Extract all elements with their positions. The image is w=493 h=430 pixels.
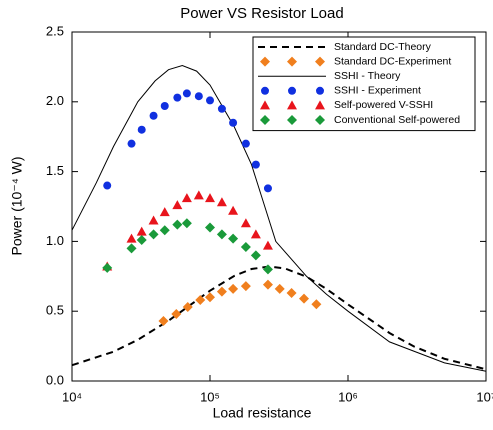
data-point [262,264,273,275]
x-tick-label: 10⁷ [476,389,493,404]
data-point [126,243,137,254]
data-point [148,229,159,240]
data-point [137,125,146,134]
legend-label: Standard DC-Experiment [334,55,451,67]
data-point [286,288,297,299]
legend-marker [316,86,324,95]
data-point [240,281,251,292]
legend-label: Standard DC-Theory [334,41,432,53]
data-point [102,262,113,273]
legend-marker [261,86,269,95]
data-point [103,181,112,190]
data-point [206,96,214,105]
data-point [127,139,136,148]
data-point [228,283,239,294]
legend-marker [288,86,296,95]
data-point [240,241,251,252]
data-point [182,89,191,98]
x-tick-label: 10⁵ [200,389,220,404]
data-point [182,302,193,313]
data-point [205,193,215,203]
data-point [205,222,215,233]
data-point [311,299,322,310]
plot-frame [71,31,487,382]
legend-marker [260,115,270,125]
data-point [136,235,147,246]
x-tick-label: 10⁶ [338,389,358,404]
data-point [229,118,238,127]
series-line [71,265,487,371]
legend-marker [260,56,270,67]
y-tick-label: 2.0 [46,93,64,108]
data-point [240,218,251,228]
data-point [159,225,170,236]
y-tick-label: 1.5 [46,163,64,178]
data-point [251,160,260,169]
data-point [195,295,206,306]
data-point [181,218,192,229]
data-point [205,292,215,303]
data-point [250,250,261,261]
data-point [274,283,285,294]
y-axis-label: Power (10⁻⁴ W) [9,157,25,256]
data-point [148,215,159,225]
legend-label: Conventional Self-powered [334,114,460,126]
legend-marker [315,100,325,110]
data-point [158,315,169,326]
legend-marker [287,56,297,67]
data-point [228,233,239,244]
chart-title: Power VS Resistor Load [180,5,343,22]
legend-label: SSHI - Experiment [334,85,421,97]
data-point [262,240,273,250]
y-tick-label: 1.0 [46,233,64,248]
legend-box [252,36,476,132]
data-point [250,229,261,239]
legend-label: Self-powered V-SSHI [334,99,433,111]
data-point [171,308,182,319]
y-tick-label: 0.0 [46,372,64,387]
legend-marker [287,100,297,110]
data-point [172,219,183,230]
data-point [126,233,137,243]
data-point [173,93,182,102]
x-tick-label: 10⁴ [62,389,82,404]
y-tick-label: 2.5 [46,23,64,38]
data-point [149,111,158,120]
legend-marker [260,100,270,110]
data-point [262,279,273,290]
y-tick-label: 0.5 [46,303,64,318]
x-axis-label: Load resistance [213,405,312,421]
data-point [241,139,250,148]
data-point [263,184,272,193]
data-point [194,92,203,101]
data-point [160,101,169,110]
data-point [172,200,183,210]
legend-label: SSHI - Theory [334,70,401,82]
data-point [217,104,226,113]
data-point [136,226,147,236]
data-point [216,286,227,297]
data-point [159,207,170,217]
legend-marker [287,115,297,125]
legend-marker [315,56,325,67]
data-point [216,229,227,240]
data-point [193,190,204,200]
legend-marker [315,115,325,125]
data-point [299,293,310,304]
data-point [216,197,227,207]
data-point [228,205,239,215]
data-point [181,193,192,203]
